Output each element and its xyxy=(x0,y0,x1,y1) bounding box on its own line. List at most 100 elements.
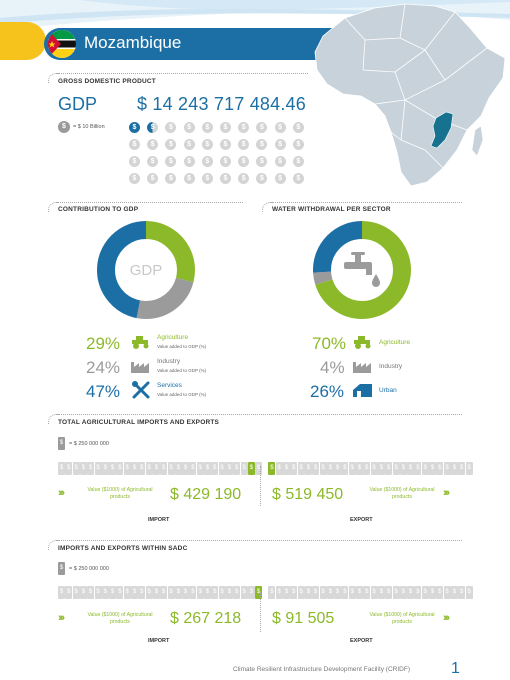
trade-coin: $ xyxy=(87,462,95,475)
trade-coin: $ xyxy=(319,462,327,475)
trade-coin: $ xyxy=(94,586,102,599)
trade-coin: $ xyxy=(348,586,356,599)
gdp-donut-chart xyxy=(97,221,195,319)
gdp-coin: $ xyxy=(256,139,268,150)
gdp-coin: $ xyxy=(274,173,286,184)
industry-gdp-percent: 24% xyxy=(86,358,121,377)
industry-water-label: Industry xyxy=(379,363,403,370)
gdp-coin: $ xyxy=(165,139,177,150)
trade-coin: $ xyxy=(240,462,248,475)
donut-center-label: GDP xyxy=(129,262,163,279)
agri-trade-legend: = $ 250 000 000 xyxy=(69,441,109,447)
trade-coin: $ xyxy=(167,586,175,599)
trade-coin: $ xyxy=(196,586,204,599)
gdp-label: GDP xyxy=(58,94,98,114)
water-donut-chart xyxy=(313,221,411,319)
tractor-icon xyxy=(354,336,371,349)
trade-coin: $ xyxy=(240,586,248,599)
trade-coin: $ xyxy=(304,462,312,475)
gdp-coin: $ xyxy=(183,173,195,184)
trade-coin: $ xyxy=(225,586,233,599)
industry-gdp-sub: Value added to GDP (%) xyxy=(157,368,207,373)
gdp-coin: $ xyxy=(129,139,140,150)
industry-gdp-label: Industry xyxy=(157,358,181,365)
gdp-coin: $ xyxy=(183,122,195,133)
gdp-coin: $ xyxy=(165,173,177,184)
trade-coin: $ xyxy=(414,462,422,475)
factory-icon xyxy=(353,362,371,373)
industry-water-percent: 4% xyxy=(320,358,345,377)
trade-coin: $ xyxy=(290,462,298,475)
trade-coin: $ xyxy=(465,586,473,599)
trade-coin: $ xyxy=(421,586,429,599)
sadc-export-value: $ 91 505 xyxy=(272,610,335,627)
agriculture-gdp-sub: Value added to GDP (%) xyxy=(157,344,207,349)
trade-coin: $ xyxy=(363,462,371,475)
gdp-coin: $ xyxy=(292,139,304,150)
trade-coin: $ xyxy=(145,586,153,599)
trade-coin: $ xyxy=(334,462,342,475)
gdp-coin: $ xyxy=(256,156,268,167)
page-title: Mozambique xyxy=(84,33,182,52)
gdp-donut-slice-services xyxy=(97,221,195,319)
trade-coin: $ xyxy=(218,462,226,475)
gdp-coin: $ xyxy=(183,139,195,150)
gdp-coin: $ xyxy=(238,156,250,167)
gdp-coin: $ xyxy=(238,173,250,184)
section-divider xyxy=(58,202,243,203)
trade-coin: $ xyxy=(290,586,298,599)
trade-coin: $ xyxy=(377,586,385,599)
trade-coin: $ xyxy=(160,586,168,599)
sadc-export-label: EXPORT xyxy=(350,638,373,644)
agri-import-label: IMPORT xyxy=(148,517,170,523)
sadc-import-label: IMPORT xyxy=(148,638,170,644)
trade-coin: $ xyxy=(123,462,131,475)
sadc-import-value: $ 267 218 xyxy=(170,610,242,627)
trade-coin: $ xyxy=(392,462,400,475)
dollar-unit-icon: $ xyxy=(58,562,65,575)
trade-coin: $ xyxy=(225,462,233,475)
agri-export-label: EXPORT xyxy=(350,517,373,523)
trade-coin: $ xyxy=(443,586,451,599)
trade-coin: $ xyxy=(436,462,444,475)
water-tap-icon xyxy=(344,252,380,287)
trade-coin: $ xyxy=(377,462,385,475)
africa-map xyxy=(314,3,506,187)
gdp-coin: $ xyxy=(165,122,177,133)
dollar-unit-icon: $ xyxy=(58,437,65,450)
services-gdp-sub: Value added to GDP (%) xyxy=(157,392,207,397)
water-donut-slice-urban xyxy=(313,221,411,319)
agri-import-caption: Value ($1000) of Agricultural products xyxy=(87,487,153,500)
trade-coin: $ xyxy=(275,586,283,599)
trade-coin: $ xyxy=(326,586,334,599)
gdp-coin: $ xyxy=(220,139,231,150)
trade-coin: $ xyxy=(145,462,153,475)
trade-coin: $ xyxy=(399,586,407,599)
sadc-export-caption: Value ($1000) of Agricultural products xyxy=(369,612,435,625)
trade-coin: $ xyxy=(58,586,65,599)
trade-coin: $ xyxy=(65,462,73,475)
section-divider xyxy=(58,73,308,74)
trade-coin: $ xyxy=(109,586,117,599)
footer-text: Climate Resilient Infrastructure Develop… xyxy=(233,666,410,673)
trade-coin: $ xyxy=(255,462,263,475)
trade-coin: $ xyxy=(189,586,197,599)
trade-coin: $ xyxy=(152,462,160,475)
sadc-trade-section-title: IMPORTS AND EXPORTS WITHIN SADC xyxy=(58,545,188,552)
trade-coin: $ xyxy=(152,586,160,599)
section-divider xyxy=(262,202,272,212)
trade-coin: $ xyxy=(101,586,109,599)
agriculture-gdp-label: Agriculture xyxy=(157,334,189,341)
trade-coin: $ xyxy=(211,462,219,475)
trade-coin: $ xyxy=(465,462,473,475)
gdp-coin: $ xyxy=(292,156,304,167)
gdp-coin: $ xyxy=(220,156,231,167)
trade-coin: $ xyxy=(182,462,190,475)
gdp-donut-slice-industry xyxy=(97,221,195,319)
gdp-coin: $ xyxy=(147,173,159,184)
trade-coin: $ xyxy=(458,586,466,599)
agriculture-water-label: Agriculture xyxy=(379,339,411,346)
gdp-coin: $ xyxy=(147,139,159,150)
gdp-coin: $ xyxy=(238,122,250,133)
